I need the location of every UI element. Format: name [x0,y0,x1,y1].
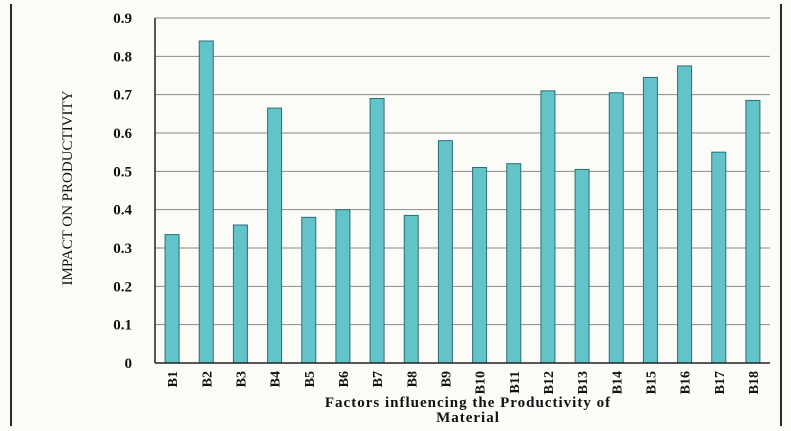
y-tick-label: 0.7 [113,88,132,104]
x-tick-label: B15 [644,371,659,394]
y-tick-label: 0.2 [113,279,132,295]
bar-b12 [540,90,556,364]
x-tick-label: B3 [234,371,249,387]
x-tick-label: B5 [303,371,318,387]
bar-b4 [267,107,283,364]
bar-b5 [301,216,317,364]
x-tick-label: B9 [439,371,454,387]
x-tick-labels: B1 B2 B3 B4 B5 B6 B7 B8 B9 B10 B11 B12 B13 B14 B15 B16 B… [166,371,762,394]
bar-b16 [677,65,693,364]
x-tick-label: B7 [371,371,386,387]
x-tick-label: B12 [542,371,557,394]
x-tick-label: B10 [474,371,489,394]
bar-b3 [232,224,248,364]
y-tick-label: 0.3 [113,241,132,257]
bar-b8 [403,214,419,364]
bars [164,40,761,364]
bar-b6 [335,209,351,364]
x-tick-label: B4 [269,371,284,387]
y-tick-label: 0.5 [113,164,132,180]
figure-frame [10,4,782,426]
bar-b1 [164,234,180,364]
x-tick-label: B16 [679,371,694,394]
y-tick-label: 0.6 [113,126,132,142]
bar-b11 [506,163,522,364]
axes [154,18,770,364]
y-tick-label: 0.8 [113,49,132,65]
y-tick-label: 0.9 [113,11,132,27]
x-tick-label: B14 [610,371,625,394]
gridlines [155,17,770,326]
bar-b17 [711,151,727,364]
bar-b10 [472,167,488,364]
bar-b7 [369,98,385,364]
x-tick-label: B17 [713,371,728,394]
bar-b14 [608,92,624,364]
x-tick-label: B2 [200,371,215,387]
x-tick-label: B6 [337,371,352,387]
bar-b15 [642,76,658,364]
x-tick-label: B13 [576,371,591,394]
bar-b13 [574,168,590,364]
y-tick-label: 0 [125,356,133,372]
y-tick-labels: 0 0.1 0.2 0.3 0.4 0.5 0.6 0.7 0.8 0.9 [113,11,132,372]
bar-b9 [437,140,453,364]
x-axis-label-line-2: Material [436,410,500,426]
x-tick-label: B1 [166,371,181,387]
bar-b2 [198,40,214,364]
y-axis-label: IMPACT ON PRODUCTIVITY [60,90,76,285]
y-tick-label: 0.1 [113,318,132,334]
bar-b18 [745,99,761,364]
x-tick-label: B8 [405,371,420,387]
x-tick-label: B18 [747,371,762,394]
x-axis-label-line-1: Factors influencing the Productivity of [325,395,611,411]
y-tick-label: 0.4 [113,203,132,219]
x-tick-label: B11 [508,371,523,394]
